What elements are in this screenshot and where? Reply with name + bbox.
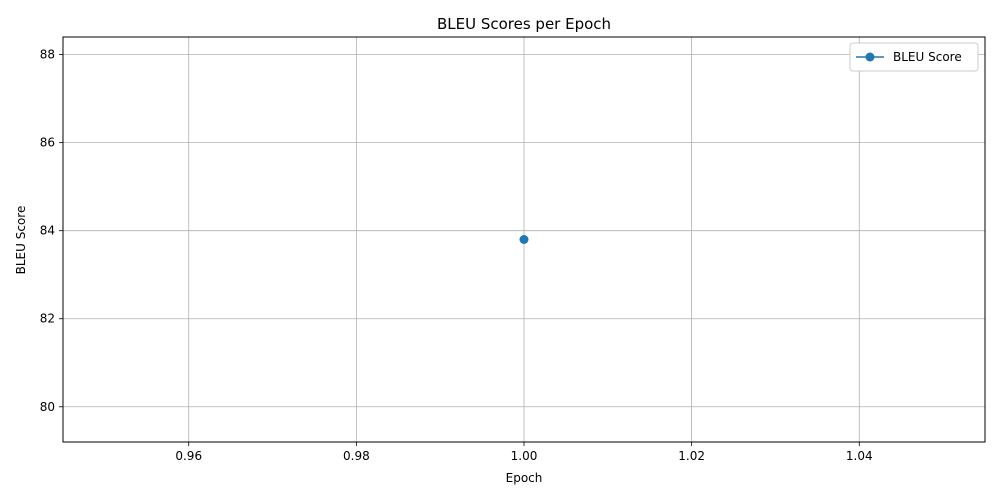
x-axis-label: Epoch — [506, 471, 543, 485]
x-tick-label: 0.98 — [343, 449, 370, 463]
series-layer — [519, 235, 529, 244]
y-tick-label: 86 — [40, 136, 55, 150]
x-axis-ticks: 0.96 0.98 1.00 1.02 1.04 — [175, 442, 873, 463]
x-tick-label: 1.04 — [846, 449, 873, 463]
y-tick-label: 80 — [40, 400, 55, 414]
grid-lines — [63, 37, 985, 442]
legend: BLEU Score — [849, 42, 979, 72]
x-tick-label: 1.00 — [511, 449, 538, 463]
y-tick-label: 84 — [40, 224, 55, 238]
y-tick-label: 88 — [40, 48, 55, 62]
y-tick-label: 82 — [40, 312, 55, 326]
legend-box — [849, 42, 979, 72]
y-axis-ticks: 80 82 84 86 88 — [40, 48, 63, 414]
y-axis-label: BLEU Score — [14, 206, 28, 275]
legend-marker-swatch — [865, 52, 875, 62]
chart-title: BLEU Scores per Epoch — [437, 15, 611, 33]
data-point — [519, 235, 529, 244]
legend-label-bleu-score: BLEU Score — [893, 50, 962, 64]
x-tick-label: 1.02 — [678, 449, 705, 463]
x-tick-label: 0.96 — [175, 449, 202, 463]
